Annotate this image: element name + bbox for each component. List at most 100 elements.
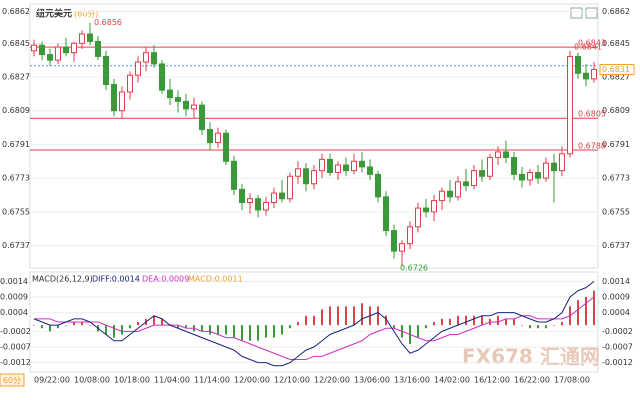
candle-body <box>247 198 253 203</box>
candle-body <box>263 201 269 211</box>
candle-body <box>495 151 501 159</box>
level-label: 0.6788 <box>578 142 606 151</box>
last-price-label: 0.6831 <box>602 65 630 74</box>
price-frame <box>29 3 599 269</box>
macd-bar <box>561 322 563 326</box>
macd-bar <box>417 325 419 338</box>
macd-tick-label: -0.0007 <box>0 343 31 352</box>
macd-bar <box>257 325 259 341</box>
macd-bar <box>81 322 83 326</box>
macd-bar <box>321 309 323 326</box>
period-button[interactable] <box>0 373 25 387</box>
candle-body <box>231 160 237 190</box>
macd-frame <box>29 271 599 373</box>
macd-bar <box>529 325 531 329</box>
candle-body <box>447 190 453 198</box>
icon-button[interactable] <box>570 7 583 19</box>
period: (60分) <box>74 10 98 19</box>
y-tick-label-right: 0.6773 <box>602 174 630 183</box>
macd-tick-label-right: 0.0014 <box>602 277 630 286</box>
macd-bar <box>185 325 187 329</box>
macd-bar <box>505 318 507 326</box>
x-tick-label: 14/02:00 <box>434 376 470 385</box>
macd-bar <box>65 325 67 326</box>
candle-body <box>63 46 69 54</box>
macd-bar <box>33 325 35 326</box>
macd-bar <box>249 325 251 341</box>
candle-body <box>471 170 477 187</box>
y-tick-label-right: 0.6737 <box>602 241 630 250</box>
candle-body <box>423 207 429 213</box>
dea-line <box>34 296 595 360</box>
macd-bar <box>449 318 451 326</box>
x-tick-label: 13/06:00 <box>354 376 390 385</box>
candle-body <box>399 243 405 252</box>
macd-bar <box>457 315 459 326</box>
macd-bar <box>361 303 363 326</box>
candle-body <box>415 207 421 228</box>
x-tick-label: 09/22:00 <box>34 376 70 385</box>
macd-bar <box>121 325 123 335</box>
dea-label: DEA:0.0009 <box>142 275 189 284</box>
candle-body <box>111 84 117 112</box>
candle-body <box>87 33 93 42</box>
candle-body <box>199 104 205 130</box>
y-tick-label-right: 0.6845 <box>602 39 630 48</box>
x-tick-label: 10/18:00 <box>114 376 150 385</box>
candle-body <box>223 132 229 162</box>
x-tick-label: 16/12:00 <box>474 376 510 385</box>
candle-body <box>39 44 45 56</box>
candle-body <box>119 91 125 112</box>
last-price-box <box>599 64 635 76</box>
icon-button[interactable] <box>585 7 598 19</box>
candle-body <box>207 128 213 144</box>
macd-tick-label: 0.0004 <box>0 308 28 317</box>
y-tick-label: 0.6737 <box>2 241 30 250</box>
level-label: 0.6843 <box>578 39 606 48</box>
candle-body <box>391 230 397 252</box>
macd-bar <box>41 325 43 329</box>
candle-body <box>551 162 557 172</box>
high-label: 0.6856 <box>94 18 122 27</box>
candle-body <box>135 61 141 76</box>
y-tick-label-right: 0.6827 <box>602 73 630 82</box>
x-tick-label: 12/00:00 <box>234 376 270 385</box>
macd-bar <box>393 325 395 329</box>
macd-bar <box>441 318 443 326</box>
candle-body <box>431 200 437 213</box>
low-label: 0.6726 <box>400 264 428 273</box>
macd-tick-label-right: -0.0012 <box>602 358 633 367</box>
macd-bar <box>353 306 355 326</box>
candle-body <box>343 164 349 172</box>
macd-bar <box>425 325 427 329</box>
candle-body <box>327 158 333 174</box>
candle-body <box>239 188 245 203</box>
macd-title: MACD(26,12,9) <box>32 275 93 284</box>
macd-bar <box>305 315 307 326</box>
macd-bar <box>161 318 163 326</box>
diff-label: DIFF:0.0014 <box>92 275 140 284</box>
y-tick-label: 0.6809 <box>2 106 30 115</box>
level-label: 0.6805 <box>578 110 606 119</box>
x-tick-label: 16/22:00 <box>514 376 550 385</box>
candle-body <box>159 63 165 91</box>
y-tick-label: 0.6845 <box>2 39 30 48</box>
macd-bar <box>345 306 347 326</box>
candle-body <box>95 40 101 57</box>
y-tick-label-right: 0.6862 <box>602 7 630 16</box>
macd-tick-label: -0.0002 <box>0 327 31 336</box>
macd-bar <box>465 315 467 326</box>
candle-body <box>79 33 85 44</box>
macd-bar <box>57 325 59 329</box>
candle-body <box>103 55 109 86</box>
macd-bar <box>593 290 595 326</box>
macd-bar <box>113 325 115 338</box>
macd-bar <box>545 325 547 329</box>
candle-body <box>543 162 549 179</box>
macd-tick-label: 0.0009 <box>0 293 28 302</box>
candle-body <box>351 160 357 172</box>
macd-bar <box>273 325 275 338</box>
y-tick-label: 0.6755 <box>2 207 30 216</box>
macd-bar <box>89 325 91 326</box>
macd-tick-label: -0.0012 <box>0 358 31 367</box>
